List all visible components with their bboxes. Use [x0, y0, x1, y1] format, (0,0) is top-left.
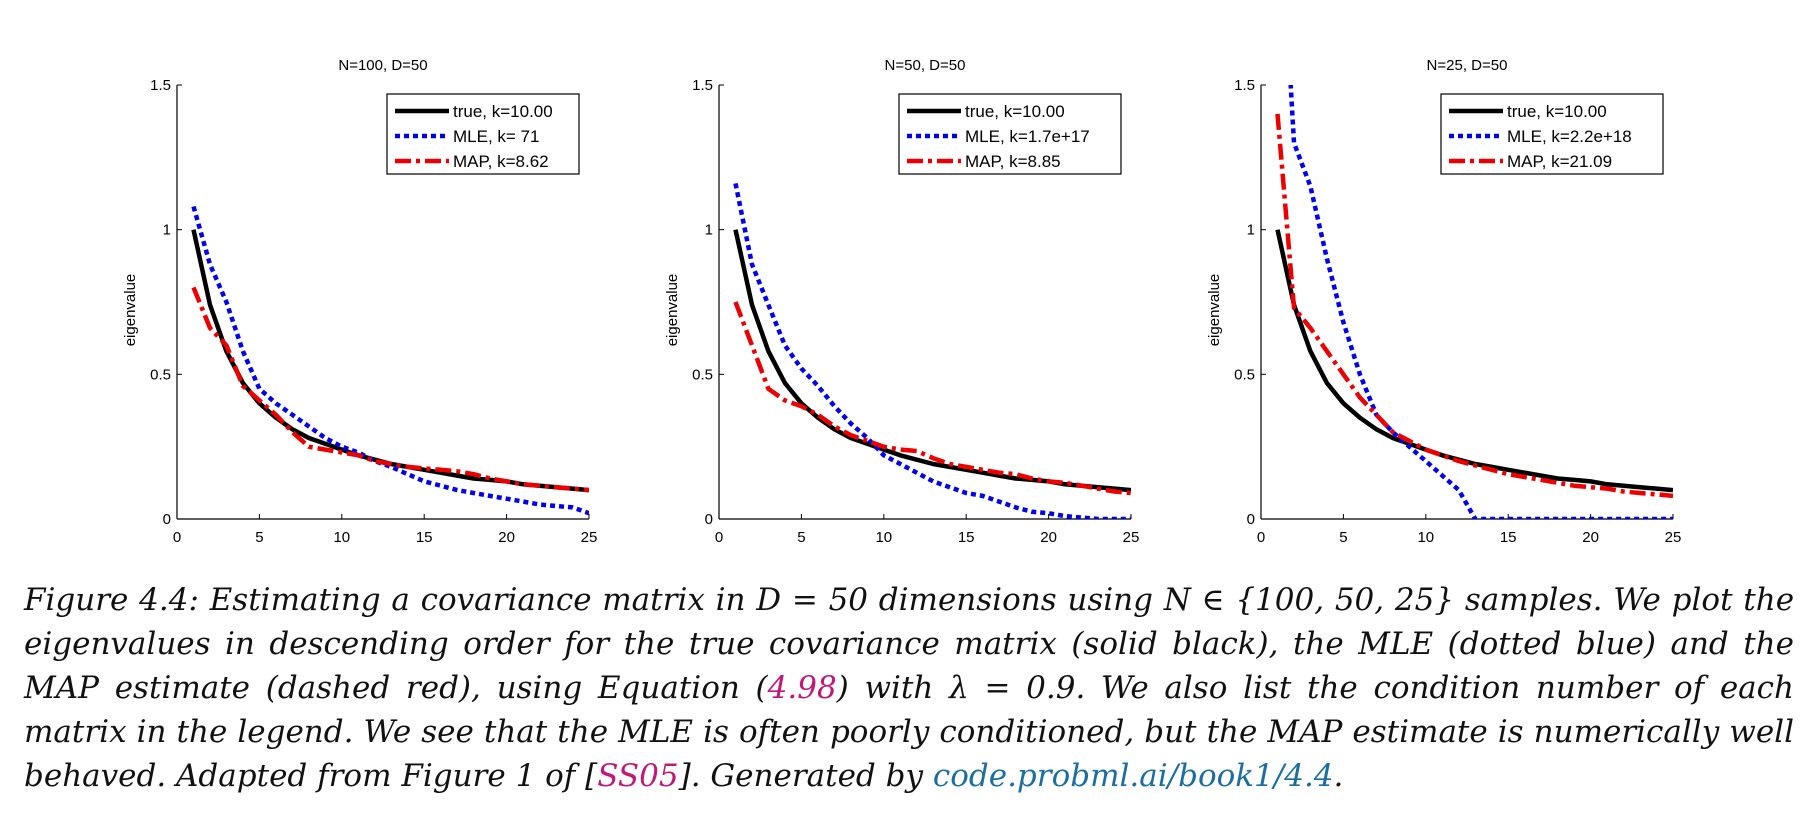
x-tick-label: 5	[1339, 529, 1347, 546]
x-tick-label: 15	[416, 529, 433, 546]
y-tick-label: 1	[163, 222, 171, 239]
y-tick-label: 1	[705, 222, 713, 239]
y-tick-label: 1	[1247, 222, 1255, 239]
y-tick-label: 0	[163, 511, 171, 528]
x-tick-label: 20	[498, 529, 515, 546]
legend-label: MAP, k=21.09	[1507, 152, 1612, 171]
x-tick-label: 5	[255, 529, 263, 546]
chart-title: N=25, D=50	[1427, 57, 1508, 74]
y-tick-label: 0.5	[150, 366, 171, 383]
caption-text-3: samples. We plot the eigenvalues in desc…	[24, 582, 1795, 706]
code-link[interactable]: code.probml.ai/book1/4.4	[932, 758, 1334, 794]
legend-label: true, k=10.00	[965, 102, 1065, 121]
caption-end: .	[1333, 758, 1344, 794]
y-axis-label: eigenvalue	[122, 274, 139, 347]
x-tick-label: 0	[173, 529, 181, 546]
y-tick-label: 0	[705, 511, 713, 528]
x-tick-label: 20	[1040, 529, 1057, 546]
legend-label: MLE, k=1.7e+17	[965, 127, 1090, 146]
legend-label: MLE, k= 71	[453, 127, 539, 146]
caption-math-lambda: λ = 0.9	[949, 670, 1076, 706]
y-axis-label: eigenvalue	[664, 274, 681, 347]
citation-link[interactable]: SS05	[597, 758, 679, 794]
series-line-dashdot	[1275, 113, 1673, 499]
figure-caption: Figure 4.4: Estimating a covariance matr…	[24, 578, 1794, 798]
x-tick-label: 25	[1665, 529, 1682, 546]
x-tick-label: 0	[715, 529, 723, 546]
series-line-solid	[1275, 229, 1673, 493]
x-tick-label: 10	[333, 529, 350, 546]
caption-text-2: dimensions using	[878, 582, 1153, 618]
legend-label: true, k=10.00	[453, 102, 553, 121]
x-tick-label: 25	[1123, 529, 1140, 546]
chart-panel-1: 0 5 10 15 20 25 0 0.5 1 1.5 N=100, D=50 eigenvalue t…	[122, 57, 597, 546]
series-line-dashdot	[733, 301, 1131, 496]
legend-label: MAP, k=8.62	[453, 152, 549, 171]
caption-text-5: . We also list the condition number of e…	[24, 670, 1794, 794]
legend-label: true, k=10.00	[1507, 102, 1607, 121]
x-tick-label: 0	[1257, 529, 1265, 546]
x-tick-label: 10	[875, 529, 892, 546]
chart-title: N=50, D=50	[885, 57, 966, 74]
caption-figure-label: Figure 4.4:	[24, 582, 199, 618]
caption-text-1: Estimating a covariance matrix in	[209, 582, 746, 618]
caption-math-n: N ∈ {100, 50, 25}	[1163, 582, 1455, 618]
x-tick-label: 10	[1417, 529, 1434, 546]
caption-text-6: ]. Generated by	[678, 758, 923, 794]
series-line-dotted	[733, 182, 1131, 519]
series-line-solid	[733, 229, 1131, 493]
y-tick-label: 0.5	[692, 366, 713, 383]
series-line-solid	[191, 229, 589, 493]
x-tick-label: 15	[958, 529, 975, 546]
series-line-dashdot	[191, 286, 589, 493]
y-tick-label: 0.5	[1234, 366, 1255, 383]
x-tick-label: 20	[1582, 529, 1599, 546]
caption-math-d: D = 50	[756, 582, 869, 618]
chart-panel-3: 0 5 10 15 20 25 0 0.5 1 1.5 N=25, D=50 eigenvalue tr…	[1206, 57, 1682, 546]
y-tick-label: 1.5	[1234, 77, 1255, 94]
chart-panel-2: 0 5 10 15 20 25 0 0.5 1 1.5 N=50, D=50 eigenvalue tr…	[664, 57, 1139, 546]
y-axis-label: eigenvalue	[1206, 274, 1223, 347]
series-line-dotted	[191, 205, 589, 516]
y-tick-label: 1.5	[150, 77, 171, 94]
chart-title: N=100, D=50	[338, 57, 427, 74]
series-line-dotted	[1288, 85, 1673, 519]
caption-text-4: ) with	[836, 670, 934, 706]
legend-label: MLE, k=2.2e+18	[1507, 127, 1632, 146]
equation-link[interactable]: 4.98	[767, 670, 837, 706]
x-tick-label: 25	[581, 529, 598, 546]
x-tick-label: 5	[797, 529, 805, 546]
y-tick-label: 0	[1247, 511, 1255, 528]
y-tick-label: 1.5	[692, 77, 713, 94]
legend-label: MAP, k=8.85	[965, 152, 1061, 171]
x-tick-label: 15	[1500, 529, 1517, 546]
